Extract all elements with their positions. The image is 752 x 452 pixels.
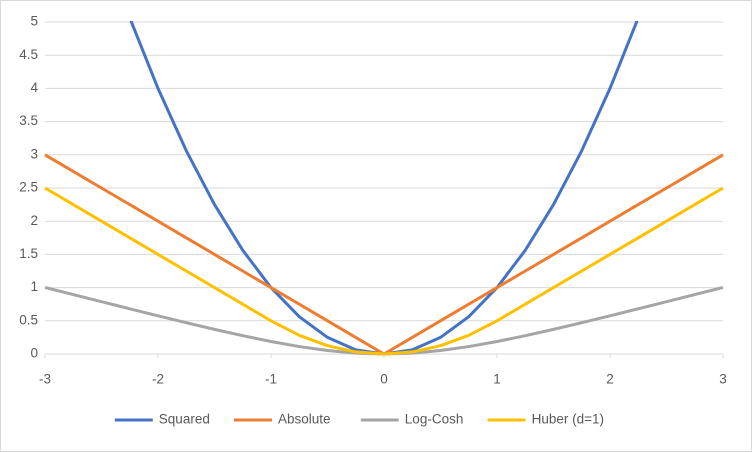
y-tick-label: 2.5 bbox=[19, 180, 38, 195]
x-tick-label: 0 bbox=[380, 372, 388, 387]
y-tick-label: 3.5 bbox=[19, 113, 38, 128]
y-tick-label: 2 bbox=[30, 213, 38, 228]
legend-label: Squared bbox=[159, 412, 210, 427]
y-tick-label: 3 bbox=[30, 146, 38, 161]
x-tick-label: -3 bbox=[39, 372, 51, 387]
x-tick-label: -2 bbox=[152, 372, 164, 387]
x-tick-label: 2 bbox=[606, 372, 614, 387]
y-tick-label: 0.5 bbox=[19, 312, 38, 327]
y-tick-label: 1 bbox=[30, 279, 38, 294]
y-tick-label: 0 bbox=[30, 346, 38, 361]
y-tick-label: 4.5 bbox=[19, 47, 38, 62]
y-tick-label: 5 bbox=[30, 14, 38, 29]
legend-label: Huber (d=1) bbox=[532, 412, 604, 427]
x-tick-label: -1 bbox=[265, 372, 277, 387]
legend-label: Log-Cosh bbox=[405, 412, 464, 427]
plot-area bbox=[44, 21, 724, 356]
y-tick-label: 1.5 bbox=[19, 246, 38, 261]
legend-label: Absolute bbox=[278, 412, 331, 427]
series-line bbox=[44, 186, 724, 356]
x-tick-label: 1 bbox=[493, 372, 501, 387]
x-tick-label: 3 bbox=[719, 372, 727, 387]
y-tick-label: 4 bbox=[30, 80, 38, 95]
